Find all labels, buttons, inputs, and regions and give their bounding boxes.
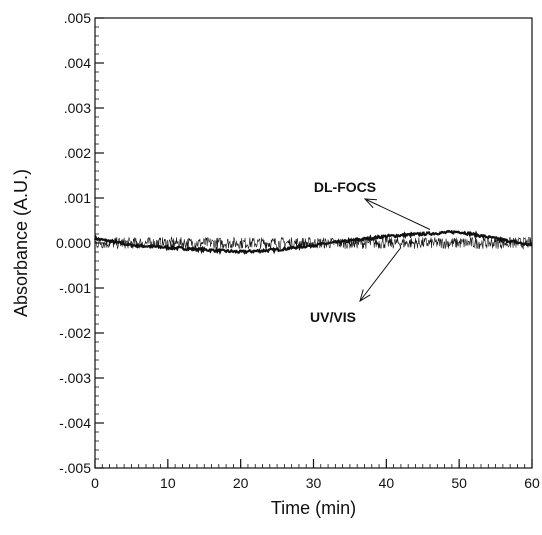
- y-tick-label: -.002: [59, 325, 91, 341]
- annotation-label: DL-FOCS: [314, 179, 376, 195]
- x-tick-label: 50: [451, 475, 467, 491]
- x-tick-label: 0: [91, 475, 99, 491]
- annotation-label: UV/VIS: [310, 309, 356, 325]
- x-tick-label: 40: [379, 475, 395, 491]
- x-tick-label: 30: [306, 475, 322, 491]
- y-tick-label: -.001: [59, 280, 91, 296]
- data-traces: [93, 229, 533, 256]
- annotation-arrowhead: [363, 198, 378, 209]
- y-tick-label: -.005: [59, 460, 91, 476]
- x-axis-title: Time (min): [271, 498, 356, 518]
- x-tick-label: 60: [524, 475, 540, 491]
- x-tick-label: 10: [160, 475, 176, 491]
- y-tick-label: .005: [64, 10, 91, 26]
- y-tick-label: .002: [64, 145, 91, 161]
- y-tick-label: .003: [64, 100, 91, 116]
- y-tick-label: .004: [64, 55, 91, 71]
- x-tick-label: 20: [233, 475, 249, 491]
- y-tick-label: -.004: [59, 415, 91, 431]
- x-axis: 0 10 20 30 40 50 60: [91, 459, 540, 491]
- y-tick-label: 0.000: [56, 235, 91, 251]
- y-axis: .005 .004 .003 .002 .001 0.000 -.001 -.002 -.003…: [56, 10, 104, 476]
- y-tick-label: .001: [64, 190, 91, 206]
- annotations: DL-FOCS UV/VIS: [310, 179, 431, 325]
- y-axis-title: Absorbance (A.U.): [11, 169, 31, 317]
- annotation-arrow: [364, 198, 431, 230]
- annotation-arrow: [359, 247, 402, 302]
- y-tick-label: -.003: [59, 370, 91, 386]
- series-line-uv-vis: [94, 236, 533, 250]
- annotation-arrowhead: [359, 289, 371, 303]
